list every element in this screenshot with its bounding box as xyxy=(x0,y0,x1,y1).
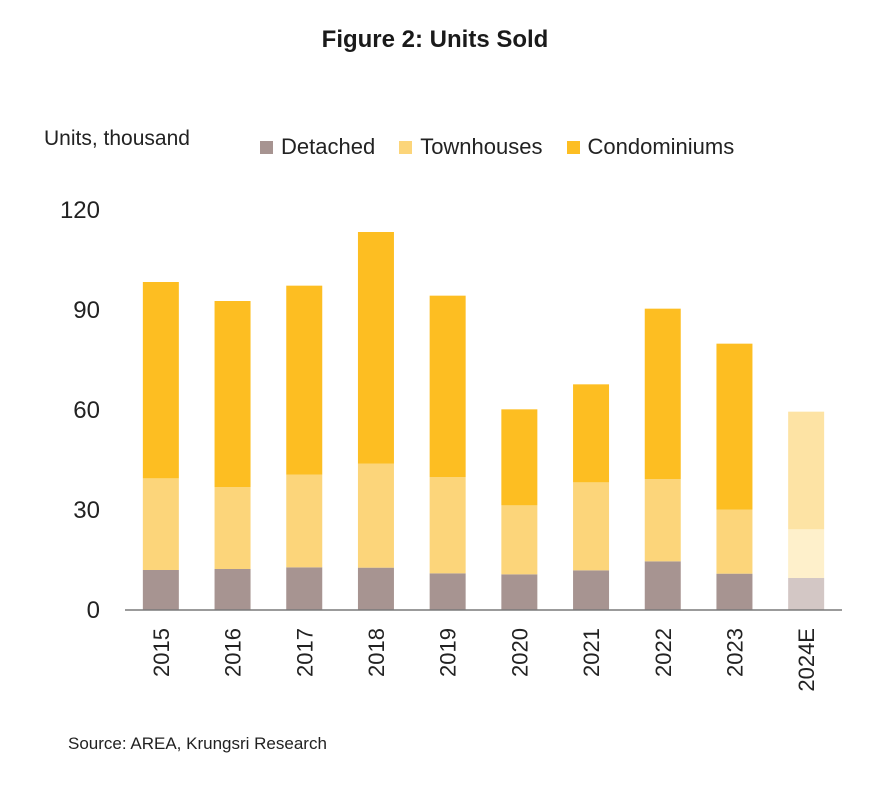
x-tick-label: 2022 xyxy=(651,628,676,677)
bar-condominiums-2015 xyxy=(142,282,179,479)
bar-condominiums-2022 xyxy=(644,308,681,479)
bar-townhouses-2015 xyxy=(142,478,179,570)
x-tick-label: 2018 xyxy=(364,628,389,677)
legend-label-townhouses: Townhouses xyxy=(420,134,543,159)
bar-condominiums-2017 xyxy=(286,285,323,475)
bar-townhouses-2018 xyxy=(357,463,394,568)
bar-townhouses-2024E xyxy=(788,529,825,578)
y-tick-label: 0 xyxy=(87,597,100,624)
source-note: Source: AREA, Krungsri Research xyxy=(68,734,327,753)
bar-detached-2017 xyxy=(286,567,323,610)
y-tick-label: 90 xyxy=(73,297,100,324)
legend-swatch-detached xyxy=(260,140,273,154)
bar-detached-2015 xyxy=(142,570,179,610)
bar-townhouses-2017 xyxy=(286,474,323,568)
x-tick-label: 2016 xyxy=(221,628,246,677)
legend-label-detached: Detached xyxy=(281,134,376,159)
legend-swatch-condominiums xyxy=(566,140,580,154)
bar-detached-2021 xyxy=(573,570,610,610)
bar-detached-2019 xyxy=(429,573,466,610)
bar-townhouses-2019 xyxy=(429,477,466,574)
bar-townhouses-2023 xyxy=(716,509,753,574)
bar-detached-2020 xyxy=(501,574,538,610)
x-tick-label: 2024E xyxy=(794,628,819,692)
bar-townhouses-2021 xyxy=(573,482,610,571)
chart-legend: Detached Townhouses Condominiums xyxy=(260,134,758,160)
bar-condominiums-2024E xyxy=(788,411,825,530)
y-tick-label: 60 xyxy=(73,397,100,424)
x-tick-label: 2020 xyxy=(507,628,532,677)
y-axis-unit-label: Units, thousand xyxy=(44,127,190,150)
bar-condominiums-2018 xyxy=(357,232,394,464)
x-tick-label: 2015 xyxy=(149,628,174,677)
bar-detached-2022 xyxy=(644,561,681,610)
bar-condominiums-2019 xyxy=(429,295,466,477)
legend-item-townhouses: Townhouses xyxy=(399,134,543,160)
bar-townhouses-2020 xyxy=(501,505,538,575)
bar-detached-2024E xyxy=(788,578,825,610)
legend-item-detached: Detached xyxy=(260,134,375,160)
y-tick-label: 30 xyxy=(73,497,100,524)
bar-detached-2018 xyxy=(357,567,394,610)
bar-condominiums-2023 xyxy=(716,343,753,510)
bar-condominiums-2020 xyxy=(501,409,538,506)
legend-item-condominiums: Condominiums xyxy=(566,134,735,160)
bar-detached-2023 xyxy=(716,573,753,610)
bar-condominiums-2021 xyxy=(573,384,610,483)
bar-detached-2016 xyxy=(214,569,251,610)
bar-townhouses-2022 xyxy=(644,479,681,562)
x-tick-label: 2019 xyxy=(436,628,461,677)
bar-condominiums-2016 xyxy=(214,301,251,487)
legend-label-condominiums: Condominiums xyxy=(587,134,735,159)
x-tick-label: 2021 xyxy=(579,628,604,677)
x-tick-label: 2023 xyxy=(722,628,747,677)
chart-title: Figure 2: Units Sold xyxy=(321,26,549,53)
legend-swatch-townhouses xyxy=(399,140,413,154)
bar-townhouses-2016 xyxy=(214,487,251,569)
y-tick-label: 120 xyxy=(60,197,100,224)
x-tick-label: 2017 xyxy=(292,628,317,677)
